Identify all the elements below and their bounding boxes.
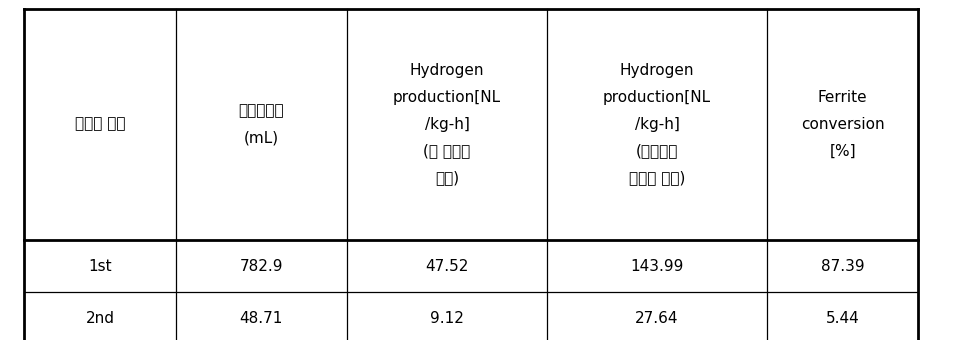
Text: 사이클 횟수: 사이클 횟수 <box>75 117 125 132</box>
Text: Hydrogen
production[NL
/kg-h]
(총 파우더
기준): Hydrogen production[NL /kg-h] (총 파우더 기준) <box>393 63 501 186</box>
Text: 782.9: 782.9 <box>239 258 283 274</box>
Text: 9.12: 9.12 <box>430 311 464 326</box>
Text: 27.64: 27.64 <box>635 311 679 326</box>
Text: 수소생산량
(mL): 수소생산량 (mL) <box>238 103 284 145</box>
Text: 47.52: 47.52 <box>425 258 469 274</box>
Text: 48.71: 48.71 <box>239 311 283 326</box>
Text: Hydrogen
production[NL
/kg-h]
(페라이트
파우더 기준): Hydrogen production[NL /kg-h] (페라이트 파우더 … <box>603 63 711 186</box>
Text: 143.99: 143.99 <box>630 258 684 274</box>
Text: 2nd: 2nd <box>86 311 114 326</box>
Text: 1st: 1st <box>88 258 112 274</box>
Text: Ferrite
conversion
[%]: Ferrite conversion [%] <box>801 90 884 158</box>
Text: 5.44: 5.44 <box>826 311 860 326</box>
Text: 87.39: 87.39 <box>821 258 865 274</box>
